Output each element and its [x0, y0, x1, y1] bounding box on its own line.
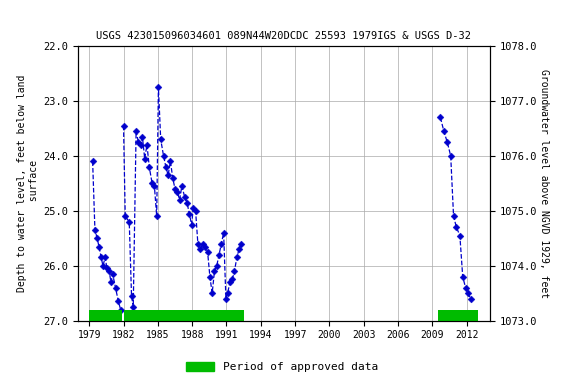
Legend: Period of approved data: Period of approved data: [182, 357, 382, 377]
Bar: [89, 310, 122, 321]
Title: USGS 423015096034601 089N44W20DCDC 25593 1979IGS & USGS D-32: USGS 423015096034601 089N44W20DCDC 25593…: [96, 31, 471, 41]
Bar: [123, 310, 244, 321]
Y-axis label: Groundwater level above NGVD 1929, feet: Groundwater level above NGVD 1929, feet: [539, 69, 550, 298]
Y-axis label: Depth to water level, feet below land
 surface: Depth to water level, feet below land su…: [17, 74, 39, 292]
Bar: [438, 310, 478, 321]
